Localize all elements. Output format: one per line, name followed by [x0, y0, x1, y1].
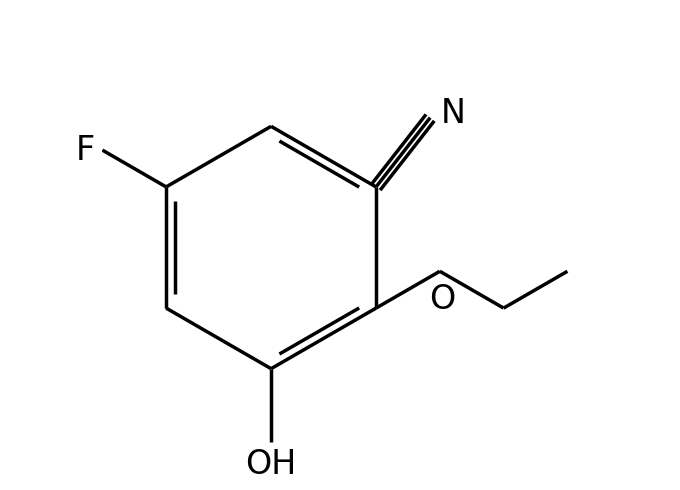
Text: N: N [441, 98, 466, 130]
Text: OH: OH [245, 448, 296, 481]
Text: O: O [429, 283, 456, 316]
Text: F: F [76, 134, 95, 167]
